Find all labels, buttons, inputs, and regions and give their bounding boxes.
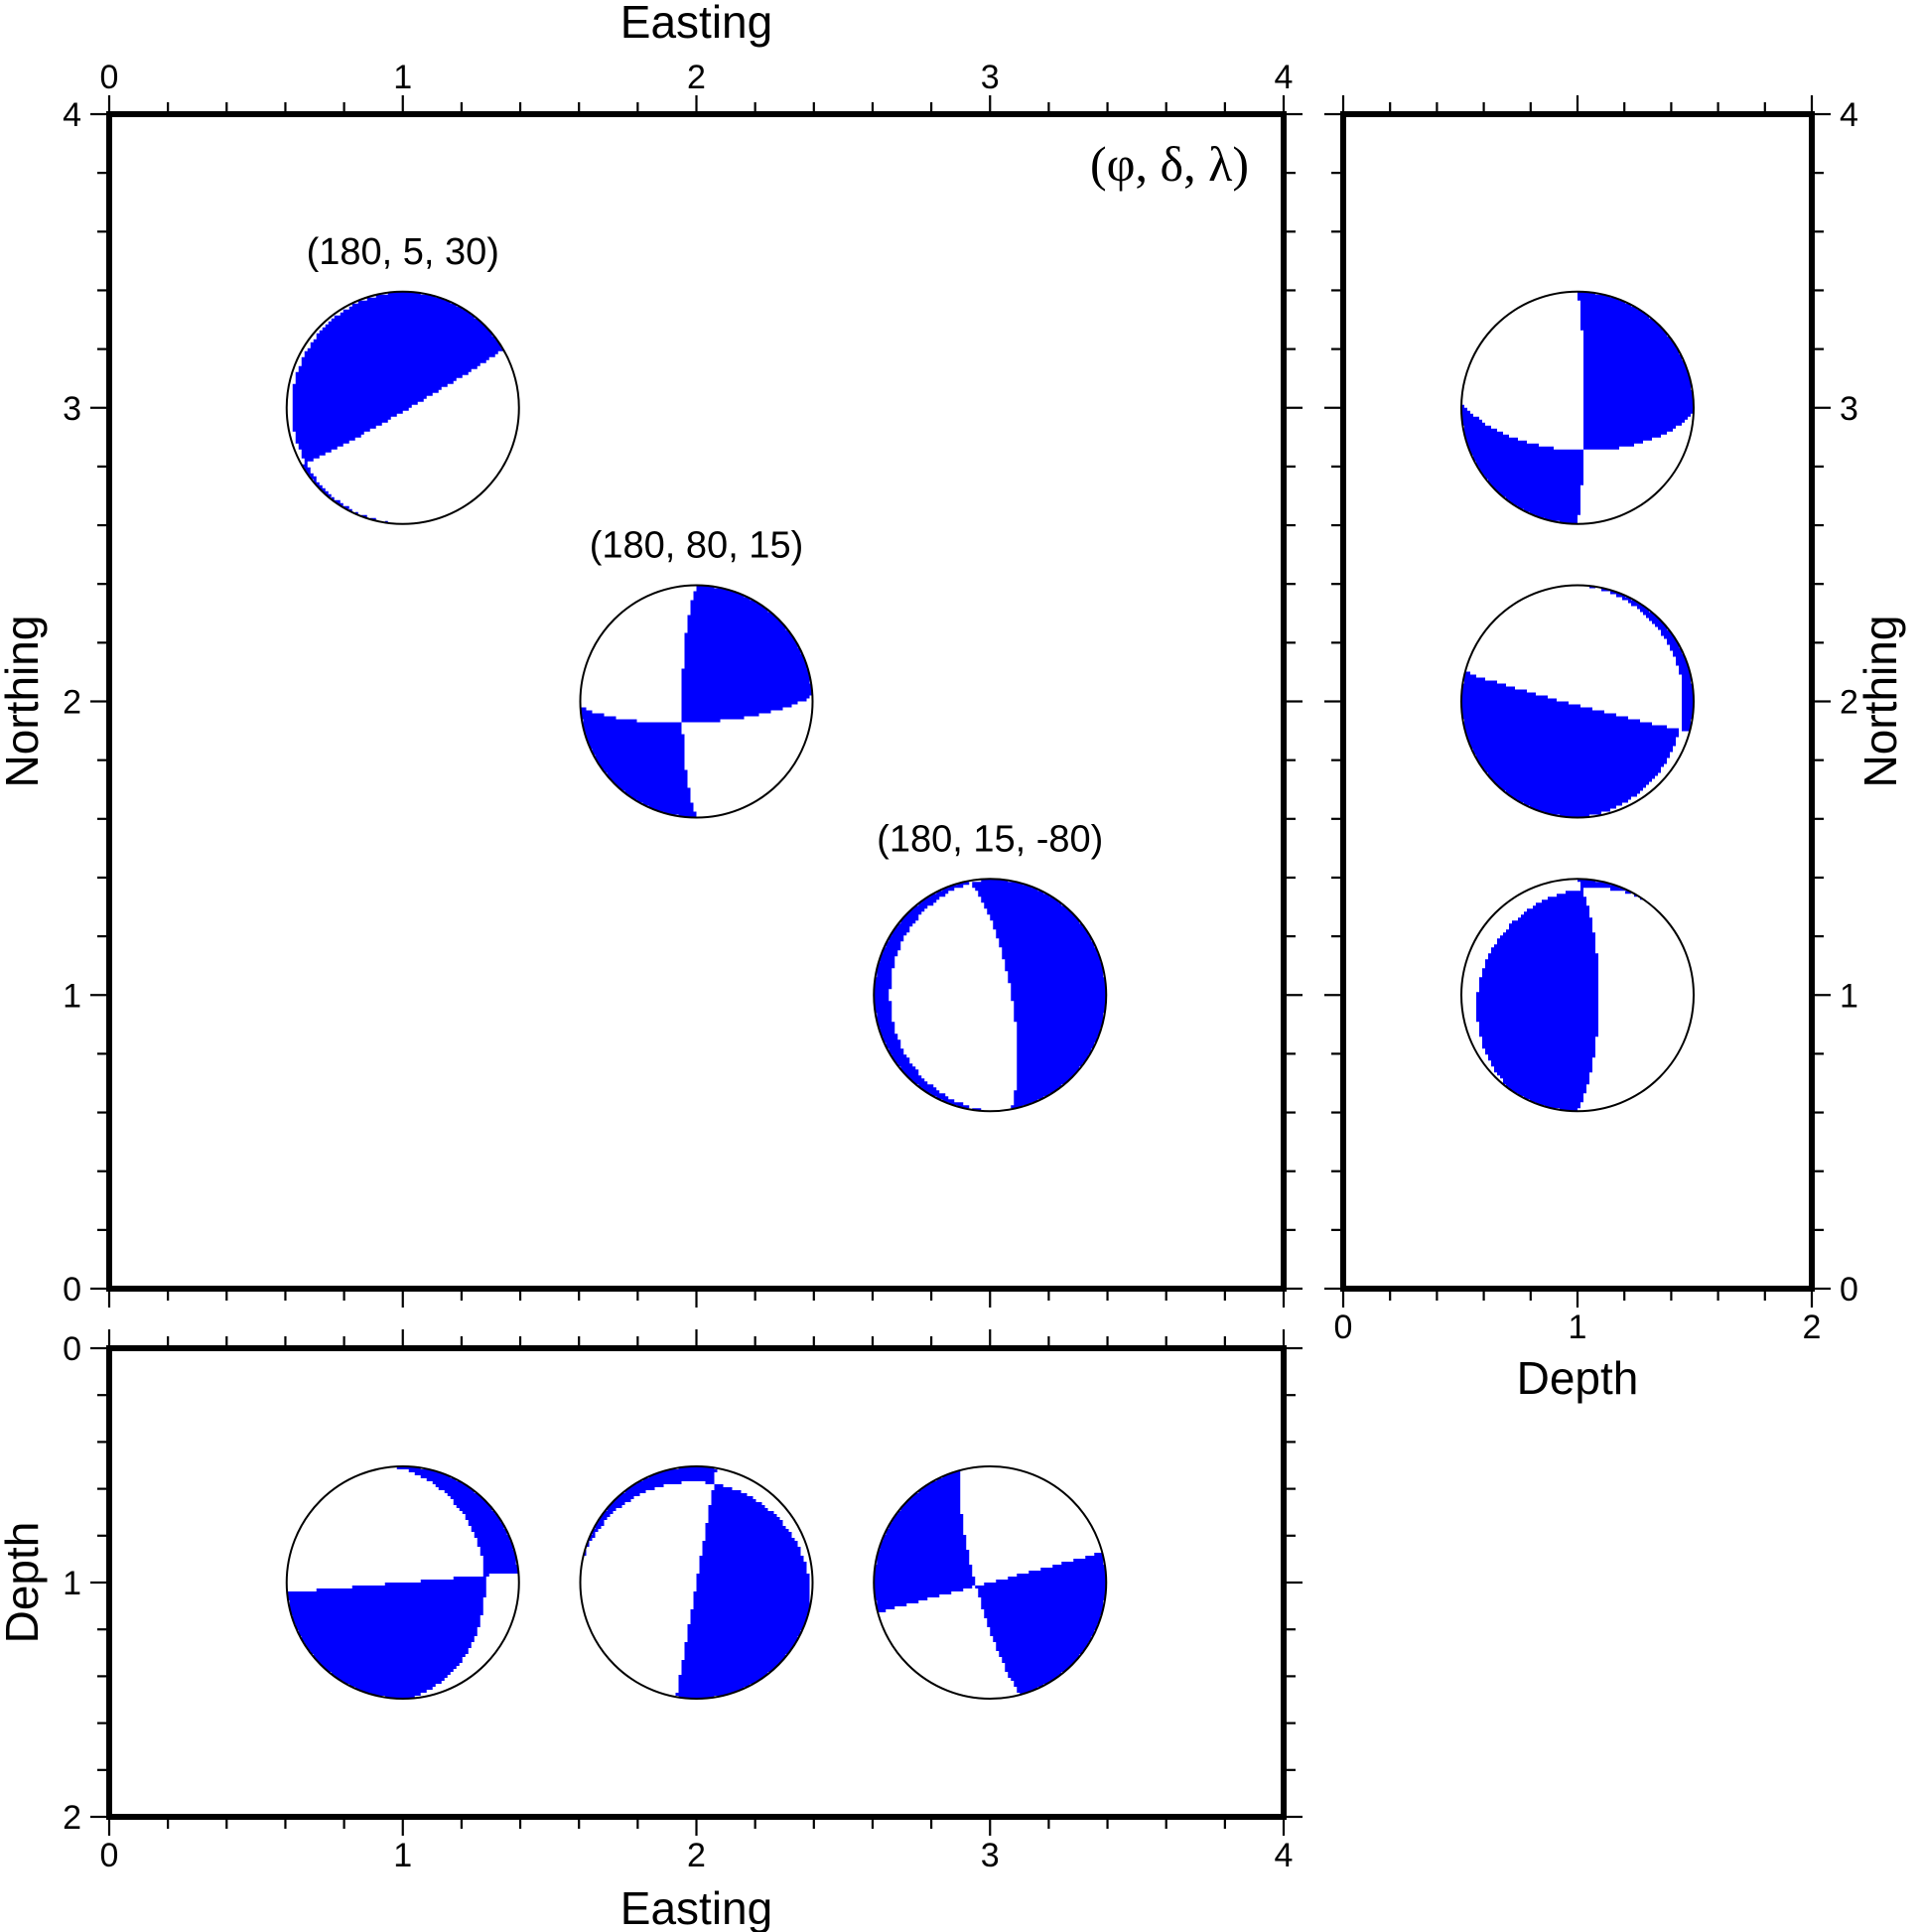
bottom-xtick-label: 3 <box>981 1837 1000 1874</box>
bottom-xtick-label: 1 <box>393 1837 412 1874</box>
bottom-y-axis-title: Depth <box>0 1522 48 1644</box>
bottom-ytick-label: 1 <box>63 1565 81 1602</box>
beachball-bottom-3 <box>873 1465 1108 1700</box>
compressional-quadrants <box>1476 879 1643 1112</box>
map-xtick-label: 2 <box>687 59 706 96</box>
beachball-map-3 <box>873 878 1108 1113</box>
side-ytick-label: 4 <box>1840 96 1858 134</box>
map-xtick-label: 4 <box>1275 59 1294 96</box>
side-ticks <box>1324 95 1831 1308</box>
bottom-ytick-label: 2 <box>63 1799 81 1837</box>
map-ytick-label: 2 <box>63 684 81 722</box>
bottom-ytick-label: 0 <box>63 1330 81 1368</box>
beachball-side-3 <box>1460 878 1695 1113</box>
side-ytick-label: 3 <box>1840 390 1858 428</box>
beachball-bottom-2 <box>579 1465 814 1700</box>
beachball-outline <box>579 584 814 819</box>
compressional-quadrants <box>292 291 504 524</box>
map-x-axis-title: Easting <box>620 0 772 48</box>
map-xtick-label: 3 <box>981 59 1000 96</box>
beachball-outline <box>1460 290 1695 525</box>
compressional-quadrants <box>580 585 813 818</box>
beachballs-layer: (180, 5, 30) (180, 80, 15) (180, 15, -80) <box>285 231 1695 1700</box>
compressional-quadrants <box>874 1469 1107 1696</box>
map-ytick-label: 4 <box>63 96 81 134</box>
bottom-xtick-label: 0 <box>100 1837 119 1874</box>
side-y-axis-title: Northing <box>1854 616 1906 788</box>
beachball-outline <box>285 1465 520 1700</box>
event-label-3: (180, 15, -80) <box>877 818 1103 860</box>
bottom-xtick-label: 2 <box>687 1837 706 1874</box>
side-xtick-label: 2 <box>1803 1309 1822 1346</box>
compressional-quadrants <box>1461 291 1694 524</box>
event-label-2: (180, 80, 15) <box>590 525 803 567</box>
compressional-quadrants <box>1461 585 1694 818</box>
beachball-outline <box>579 1465 814 1700</box>
beachball-outline <box>873 1465 1108 1700</box>
side-ytick-label: 1 <box>1840 977 1858 1015</box>
side-ytick-label: 0 <box>1840 1271 1858 1309</box>
beachball-outline <box>873 878 1108 1113</box>
beachball-outline <box>1460 878 1695 1113</box>
compressional-quadrants <box>583 1466 810 1699</box>
bottom-x-axis-title: Easting <box>620 1882 772 1932</box>
side-xtick-label: 1 <box>1569 1309 1587 1346</box>
beachball-outline <box>285 290 520 525</box>
beachball-map-2 <box>579 584 814 819</box>
beachball-map-1 <box>285 290 520 525</box>
side-x-axis-title: Depth <box>1517 1352 1639 1404</box>
compressional-quadrants <box>286 1466 519 1699</box>
map-ytick-label: 3 <box>63 390 81 428</box>
map-xtick-label: 1 <box>393 59 412 96</box>
side-xtick-label: 0 <box>1334 1309 1353 1346</box>
legend-label: (φ, δ, λ) <box>1090 136 1249 192</box>
bottom-tick-labels: 0 1 2 3 4 0 1 2 <box>63 1330 1293 1874</box>
map-ytick-label: 1 <box>63 977 81 1015</box>
map-ticks <box>90 95 1303 1308</box>
map-y-axis-title: Northing <box>0 616 48 788</box>
bottom-ticks <box>90 1329 1303 1836</box>
beachball-side-2 <box>1460 584 1695 819</box>
map-xtick-label: 0 <box>100 59 119 96</box>
bottom-xtick-label: 4 <box>1275 1837 1294 1874</box>
beachball-side-1 <box>1460 290 1695 525</box>
map-ytick-label: 0 <box>63 1271 81 1309</box>
compressional-quadrants <box>874 879 1107 1112</box>
beachball-bottom-1 <box>285 1465 520 1700</box>
event-label-1: (180, 5, 30) <box>307 231 499 273</box>
beachball-outline <box>1460 584 1695 819</box>
side-ytick-label: 2 <box>1840 684 1858 722</box>
